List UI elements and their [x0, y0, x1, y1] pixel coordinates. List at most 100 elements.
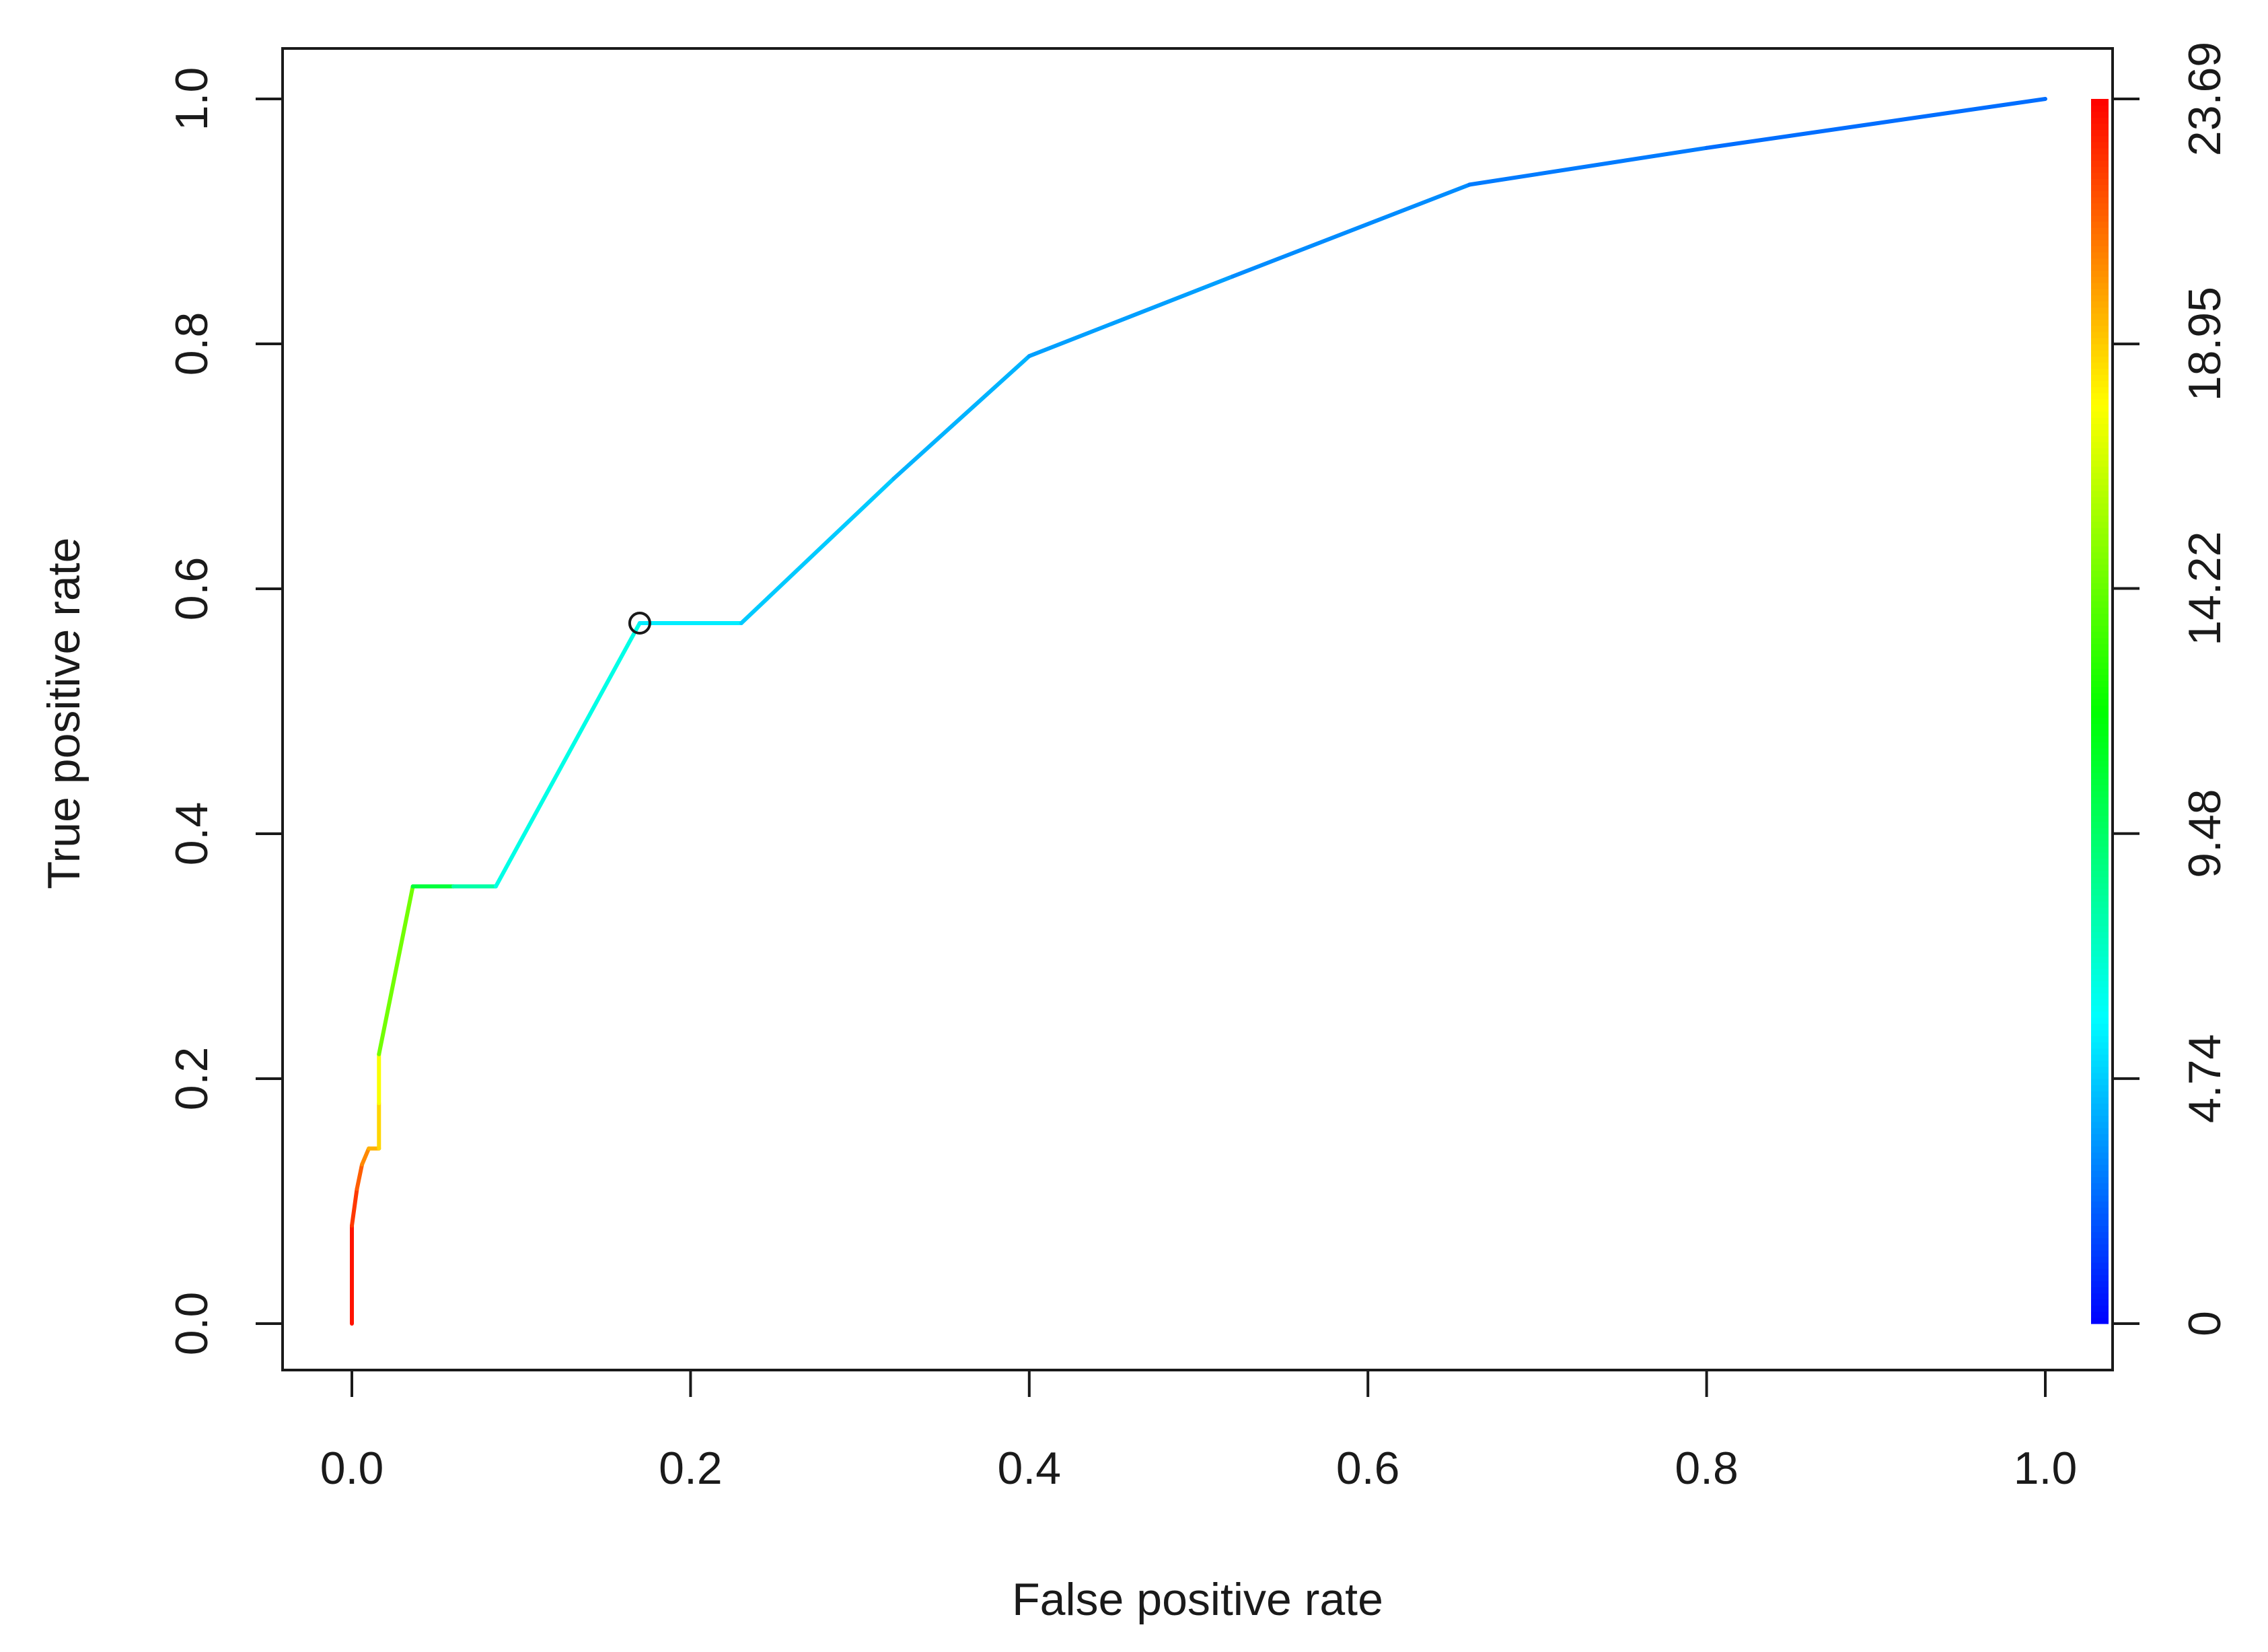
colorbar-step — [2091, 178, 2109, 185]
y-tick-label: 1.0 — [166, 67, 217, 131]
colorbar-step — [2091, 1268, 2109, 1275]
colorbar-step — [2091, 129, 2109, 137]
colorbar-step — [2091, 907, 2109, 914]
colorbar-step — [2091, 283, 2109, 289]
colorbar-step — [2091, 876, 2109, 884]
colorbar-step — [2091, 398, 2109, 406]
colorbar-step — [2091, 356, 2109, 363]
colorbar-step — [2091, 864, 2109, 871]
colorbar-step — [2091, 735, 2109, 743]
colorbar-step — [2091, 368, 2109, 375]
colorbar-step — [2091, 1085, 2109, 1091]
colorbar-step — [2091, 252, 2109, 259]
colorbar-step — [2091, 1115, 2109, 1122]
colorbar-step — [2091, 779, 2109, 785]
colorbar-step — [2091, 460, 2109, 467]
colorbar-step — [2091, 337, 2109, 345]
colorbar-step — [2091, 289, 2109, 295]
colorbar-step — [2091, 1176, 2109, 1184]
colorbar-step — [2091, 723, 2109, 730]
colorbar-step — [2091, 888, 2109, 896]
colorbar-step — [2091, 595, 2109, 602]
colorbar-step — [2091, 613, 2109, 620]
colorbar-step — [2091, 234, 2109, 240]
colorbar-step — [2091, 1201, 2109, 1208]
colorbar-step — [2091, 607, 2109, 614]
optimal-threshold-marker — [628, 611, 651, 635]
roc-segment — [350, 1186, 359, 1228]
colorbar-step — [2091, 221, 2109, 228]
colorbar-step — [2091, 1164, 2109, 1172]
colorbar-step — [2091, 564, 2109, 571]
colorbar-step — [2091, 895, 2109, 902]
colorbar-step — [2091, 374, 2109, 382]
colorbar-step — [2091, 619, 2109, 626]
colorbar-step — [2091, 417, 2109, 424]
colorbar-step — [2091, 350, 2109, 357]
colorbar-step — [2091, 478, 2109, 485]
colorbar-step — [2091, 362, 2109, 369]
colorbar-step — [2091, 1225, 2109, 1233]
roc-segment — [1027, 274, 1235, 359]
colorbar-step — [2091, 515, 2109, 522]
colorbar-step — [2091, 925, 2109, 933]
colorbar-step — [2091, 589, 2109, 596]
colorbar-step — [2091, 441, 2109, 449]
colorbar-step — [2091, 153, 2109, 161]
colorbar-step — [2091, 209, 2109, 216]
colorbar-step — [2091, 662, 2109, 669]
colorbar-step — [2091, 1079, 2109, 1085]
colorbar-tick-label: 18.95 — [2179, 287, 2230, 401]
colorbar-step — [2091, 674, 2109, 682]
colorbar-step — [2091, 643, 2109, 651]
colorbar-step — [2091, 276, 2109, 283]
colorbar-step — [2091, 680, 2109, 688]
colorbar-step — [2091, 1231, 2109, 1239]
colorbar-step — [2091, 135, 2109, 143]
colorbar-step — [2091, 1011, 2109, 1018]
colorbar-step — [2091, 344, 2109, 351]
colorbar-step — [2091, 534, 2109, 540]
colorbar-step — [2091, 625, 2109, 633]
colorbar-step — [2091, 1048, 2109, 1055]
colorbar-step — [2091, 637, 2109, 645]
colorbar-step — [2091, 466, 2109, 473]
colorbar-step — [2091, 974, 2109, 981]
colorbar-step — [2091, 1170, 2109, 1178]
x-tick-label: 1.0 — [2014, 1443, 2078, 1494]
roc-segment — [360, 1146, 371, 1167]
colorbar-step — [2091, 754, 2109, 761]
roc-segment — [493, 620, 642, 889]
colorbar-step — [2091, 386, 2109, 394]
y-axis-title: True positive rate — [38, 538, 89, 890]
colorbar-step — [2091, 1182, 2109, 1190]
colorbar-step — [2091, 1097, 2109, 1104]
colorbar-step — [2091, 980, 2109, 988]
colorbar-step — [2091, 184, 2109, 192]
colorbar-step — [2091, 1030, 2109, 1036]
colorbar-step — [2091, 1072, 2109, 1079]
colorbar-step — [2091, 1287, 2109, 1294]
roc-segment — [1467, 145, 1709, 187]
colorbar-step — [2091, 528, 2109, 534]
colorbar-step — [2091, 1311, 2109, 1318]
colorbar-step — [2091, 319, 2109, 326]
colorbar-step — [2091, 240, 2109, 246]
colorbar-step — [2091, 1023, 2109, 1030]
colorbar-step — [2091, 1317, 2109, 1324]
roc-segment — [739, 476, 896, 625]
colorbar-tick-label: 14.22 — [2179, 531, 2230, 645]
x-tick-label: 0.8 — [1675, 1443, 1739, 1494]
colorbar-step — [2091, 785, 2109, 791]
colorbar-step — [2091, 1274, 2109, 1281]
colorbar-step — [2091, 392, 2109, 400]
x-tick-label: 0.6 — [1336, 1443, 1400, 1494]
colorbar-step — [2091, 454, 2109, 461]
colorbar-step — [2091, 692, 2109, 700]
colorbar-step — [2091, 1127, 2109, 1135]
colorbar-step — [2091, 447, 2109, 455]
colorbar-step — [2091, 435, 2109, 443]
colorbar-step — [2091, 521, 2109, 528]
colorbar-step — [2091, 1299, 2109, 1306]
